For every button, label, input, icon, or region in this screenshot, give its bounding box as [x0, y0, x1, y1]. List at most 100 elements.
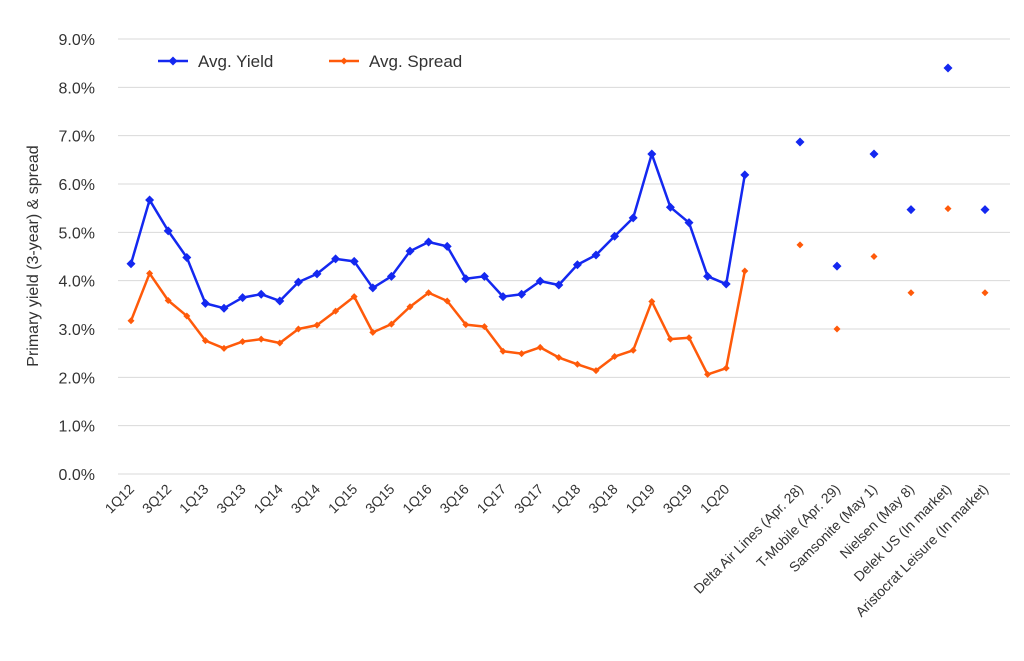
data-point — [256, 289, 266, 299]
data-point — [257, 335, 265, 343]
data-point — [610, 231, 620, 241]
data-point — [369, 328, 377, 336]
y-tick-label: 3.0% — [59, 322, 95, 339]
deal-data-point — [870, 253, 878, 260]
legend-label-yield: Avg. Yield — [198, 52, 273, 71]
data-point — [146, 269, 154, 277]
data-point — [425, 289, 433, 297]
data-point — [424, 237, 434, 247]
data-point — [555, 354, 563, 362]
data-point — [276, 339, 284, 347]
data-point — [313, 321, 321, 329]
data-point — [238, 293, 248, 303]
data-point — [163, 226, 173, 236]
data-point — [405, 246, 415, 256]
data-point — [535, 276, 545, 286]
deal-data-point — [869, 149, 879, 159]
data-point — [443, 297, 451, 305]
data-point — [536, 343, 544, 351]
y-tick-label: 6.0% — [59, 177, 95, 194]
deal-data-point — [796, 241, 804, 249]
data-point — [666, 335, 674, 343]
data-point — [592, 367, 600, 375]
data-point — [332, 307, 340, 315]
data-point — [312, 269, 322, 279]
data-point — [386, 271, 396, 281]
data-point — [591, 250, 601, 260]
data-point — [350, 293, 358, 301]
data-point — [684, 218, 694, 228]
data-point — [647, 149, 657, 159]
x-tick-label: 3Q12 — [139, 481, 175, 517]
x-tick-label: 1Q19 — [622, 481, 658, 517]
x-tick-label: 3Q15 — [362, 481, 398, 517]
data-point — [573, 360, 581, 368]
series-avg-spread — [127, 205, 989, 378]
data-point — [219, 303, 229, 313]
data-point — [387, 320, 395, 328]
data-point — [741, 267, 749, 275]
data-point — [183, 312, 191, 320]
data-point — [479, 271, 489, 281]
legend: Avg. Yield Avg. Spread — [158, 52, 462, 71]
data-point — [628, 213, 638, 223]
y-tick-label: 9.0% — [59, 32, 95, 49]
data-point — [498, 292, 508, 302]
legend-marker-yield — [168, 56, 178, 66]
data-point — [406, 303, 414, 311]
data-point — [629, 346, 637, 354]
data-point — [164, 296, 172, 304]
legend-marker-spread — [340, 57, 348, 65]
y-tick-label: 4.0% — [59, 274, 95, 291]
y-axis-label: Primary yield (3-year) & spread — [25, 145, 42, 366]
data-point — [461, 274, 471, 284]
data-point — [721, 279, 731, 289]
data-point — [331, 254, 341, 264]
y-tick-label: 1.0% — [59, 419, 95, 436]
data-point — [499, 347, 507, 355]
data-point — [648, 297, 656, 305]
deal-data-point — [906, 205, 916, 215]
data-point — [704, 370, 712, 378]
x-tick-label: 3Q16 — [436, 481, 472, 517]
deal-data-point — [981, 289, 989, 297]
series-avg-yield — [126, 63, 990, 313]
series-layer — [126, 63, 990, 378]
y-tick-label: 8.0% — [59, 80, 95, 97]
x-tick-label: 3Q18 — [585, 481, 621, 517]
deal-data-point — [944, 205, 952, 213]
deal-data-point — [907, 289, 915, 297]
data-point — [685, 334, 693, 342]
x-tick-label: 1Q12 — [102, 481, 138, 517]
legend-item-avg-spread: Avg. Spread — [329, 52, 462, 71]
x-tick-label: 1Q18 — [548, 481, 584, 517]
data-point — [145, 195, 155, 205]
y-tick-label: 0.0% — [59, 467, 95, 484]
data-point — [740, 170, 750, 180]
data-point — [611, 353, 619, 361]
data-point — [517, 289, 527, 299]
data-point — [127, 317, 135, 325]
data-point — [294, 325, 302, 333]
data-point — [201, 337, 209, 345]
data-point — [220, 344, 228, 352]
x-tick-label: 1Q20 — [697, 481, 733, 517]
data-point — [572, 260, 582, 270]
data-point — [518, 350, 526, 358]
y-tick-label: 5.0% — [59, 225, 95, 242]
x-tick-label: 1Q14 — [250, 481, 286, 517]
x-tick-label: 3Q13 — [213, 481, 249, 517]
data-point — [442, 241, 452, 251]
data-point — [703, 271, 713, 281]
deal-data-point — [795, 137, 805, 147]
deal-data-point — [943, 63, 953, 73]
data-point — [480, 323, 488, 331]
data-point — [200, 298, 210, 308]
data-point — [554, 280, 564, 290]
legend-item-avg-yield: Avg. Yield — [158, 52, 273, 71]
data-point — [722, 364, 730, 372]
x-tick-label: 1Q13 — [176, 481, 212, 517]
data-point — [462, 321, 470, 329]
data-point — [293, 277, 303, 287]
data-point — [126, 259, 136, 269]
